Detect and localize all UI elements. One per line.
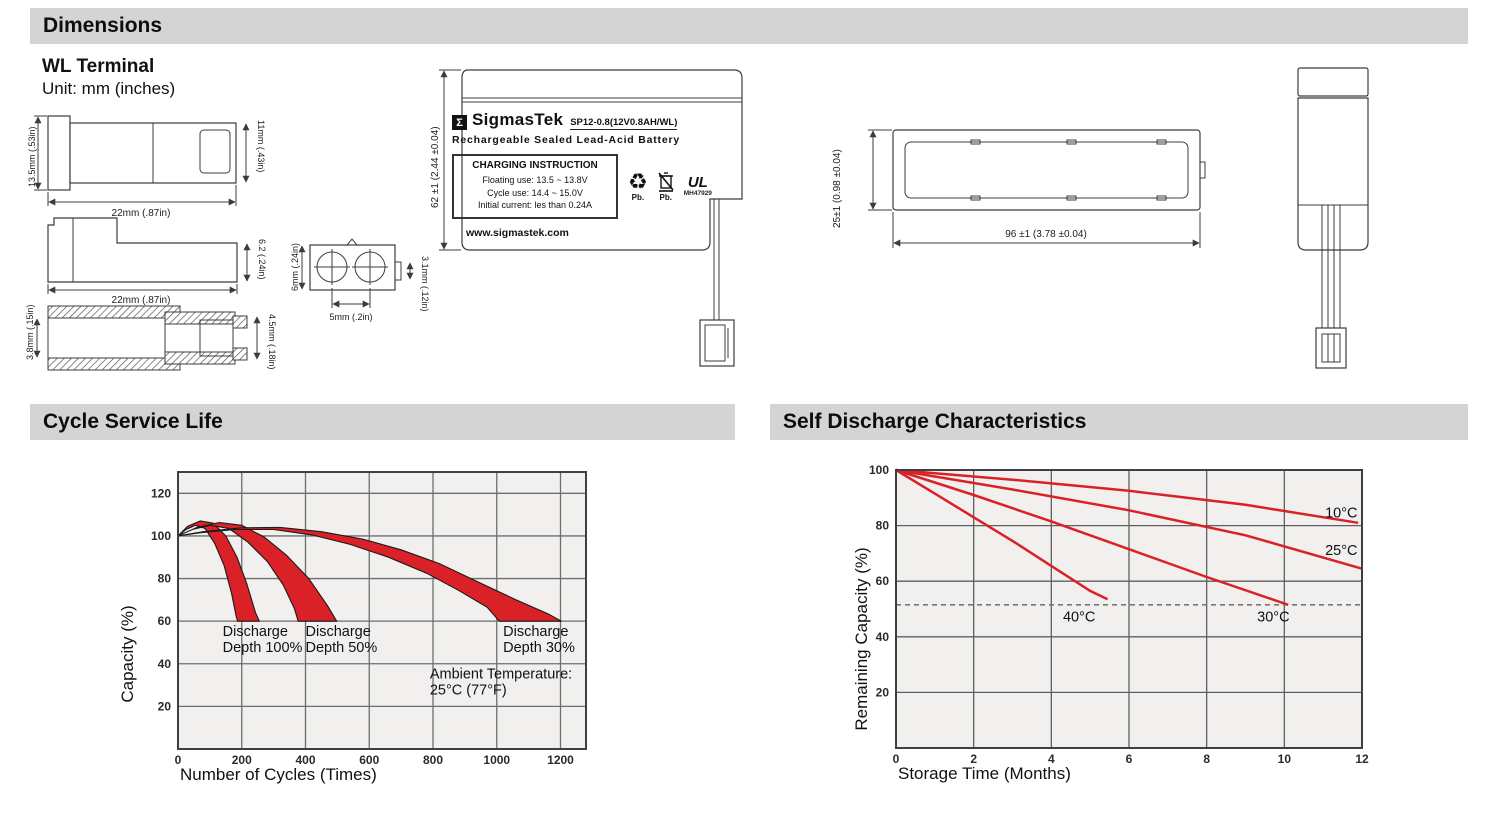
svg-text:100: 100 (869, 463, 889, 477)
brand-name: SigmasTek (472, 110, 564, 129)
dim-section-left: 3.8mm (.15in) (25, 304, 35, 360)
connector-front-drawing: 6mm (.24in) 3.1mm (.12in) 5mm (.2in) (290, 238, 430, 322)
dim-connector-pitch: 5mm (.2in) (329, 312, 372, 322)
svg-text:40: 40 (158, 657, 172, 671)
charging-line-1: Floating use: 13.5 ~ 13.8V (482, 175, 588, 185)
charging-instruction-box: CHARGING INSTRUCTION Floating use: 13.5 … (452, 154, 618, 219)
weee-bin-icon (658, 172, 674, 192)
pb-label: Pb. (631, 192, 645, 202)
section-header-cycle-service-life: Cycle Service Life (30, 404, 735, 440)
terminal-top-view-drawing: 13.5mm (.53in) 11mm (.43in) 22mm (.87in) (27, 115, 266, 219)
ul-mark-icon: UL (687, 174, 708, 192)
svg-text:600: 600 (359, 753, 379, 767)
charging-line-2: Cycle use: 14.4 ~ 15.0V (487, 187, 583, 198)
svg-text:10°C: 10°C (1325, 505, 1357, 521)
sigma-logo-icon: Σ (452, 115, 467, 130)
battery-label: Σ SigmasTek SP12-0.8(12V0.8AH/WL) Rechar… (452, 110, 724, 239)
svg-text:40°C: 40°C (1063, 610, 1095, 626)
svg-text:1200: 1200 (547, 753, 574, 767)
section-header-dimensions: Dimensions (30, 8, 1468, 44)
cycle-title: Cycle Service Life (43, 410, 223, 433)
svg-text:60: 60 (158, 614, 172, 628)
svg-text:40: 40 (876, 630, 890, 644)
svg-text:Ambient Temperature:25°C (77°F: Ambient Temperature: 25°C (77°F) (430, 667, 572, 699)
sd-x-axis-title: Storage Time (Months) (898, 764, 1071, 783)
ul-file-number: MH47929 (683, 190, 712, 198)
svg-text:1000: 1000 (483, 753, 510, 767)
svg-text:80: 80 (876, 519, 890, 533)
dim-terminal-top-right: 11mm (.43in) (256, 120, 266, 172)
svg-text:30°C: 30°C (1257, 610, 1289, 626)
svg-text:800: 800 (423, 753, 443, 767)
dim-terminal-top-left: 13.5mm (.53in) (27, 126, 37, 187)
recycle-pb-icon: ♻ (628, 168, 648, 194)
svg-text:6: 6 (1126, 752, 1133, 766)
terminal-section-drawing: 3.8mm (.15in) 4.5mm (.18in) (25, 304, 277, 371)
svg-text:200: 200 (232, 753, 252, 767)
svg-text:60: 60 (876, 574, 890, 588)
cycle-y-axis-title: Capacity (%) (118, 605, 137, 703)
svg-text:8: 8 (1203, 752, 1210, 766)
svg-text:4: 4 (1048, 752, 1055, 766)
dim-battery-top-depth: 25±1 (0.98 ±0.04) (832, 149, 843, 228)
dimensions-title: Dimensions (43, 14, 163, 37)
battery-top-view-drawing: 25±1 (0.98 ±0.04) 96 ±1 (3.78 ±0.04) (832, 129, 1206, 248)
dim-connector-right: 3.1mm (.12in) (420, 256, 430, 312)
svg-text:100: 100 (151, 529, 171, 543)
self-discharge-chart: 0 2 4 6 8 10 12 20 40 60 80 100 10°C 25°C 40°C 30°C (848, 456, 1376, 787)
dim-terminal-side-right: 6.2 (.24in) (257, 239, 267, 280)
pb-label-2: Pb. (659, 192, 672, 202)
model-number: SP12-0.8(12V0.8AH/WL) (570, 117, 678, 130)
charging-line-3: Initial current: les than 0.24A (477, 200, 593, 211)
terminal-side-view-drawing: 6.2 (.24in) 22mm (.87in) (47, 217, 267, 306)
battery-side-view-drawing (1297, 67, 1369, 369)
svg-text:80: 80 (158, 572, 172, 586)
unit-note: Unit: mm (inches) (42, 79, 176, 98)
svg-text:25°C: 25°C (1325, 543, 1357, 559)
battery-type-line: Rechargeable Sealed Lead-Acid Battery (452, 134, 681, 146)
svg-text:12: 12 (1355, 752, 1369, 766)
self-discharge-title: Self Discharge Characteristics (783, 410, 1087, 433)
svg-text:0: 0 (893, 752, 900, 766)
svg-text:20: 20 (876, 685, 890, 699)
terminal-type-label: WL Terminal (42, 56, 155, 77)
battery-front-drawing: 62 ±1 (2.44 ±0.04) (430, 69, 743, 367)
dim-terminal-top-width: 22mm (.87in) (112, 208, 171, 219)
svg-text:20: 20 (158, 699, 172, 713)
battery-brand-row: Σ SigmasTek SP12-0.8(12V0.8AH/WL) (452, 110, 724, 130)
svg-text:2: 2 (970, 752, 977, 766)
dim-section-right: 4.5mm (.18in) (267, 314, 277, 370)
cycle-x-axis-title: Number of Cycles (Times) (180, 765, 377, 784)
svg-text:0: 0 (175, 753, 182, 767)
svg-text:400: 400 (295, 753, 315, 767)
dim-battery-height: 62 ±1 (2.44 ±0.04) (430, 126, 441, 208)
svg-text:120: 120 (151, 486, 171, 500)
dim-battery-top-width: 96 ±1 (3.78 ±0.04) (1005, 229, 1087, 240)
website-url: www.sigmastek.com (466, 226, 569, 239)
section-header-self-discharge: Self Discharge Characteristics (770, 404, 1468, 440)
charging-title: CHARGING INSTRUCTION (472, 160, 598, 171)
cycle-service-life-chart: 0 200 400 600 800 1000 1200 20 40 60 80 100 120 Disch… (128, 458, 596, 788)
sd-y-axis-title: Remaining Capacity (%) (852, 547, 871, 731)
dim-connector-left: 6mm (.24in) (290, 243, 300, 291)
dim-terminal-side-width: 22mm (.87in) (112, 295, 171, 306)
svg-text:10: 10 (1278, 752, 1292, 766)
